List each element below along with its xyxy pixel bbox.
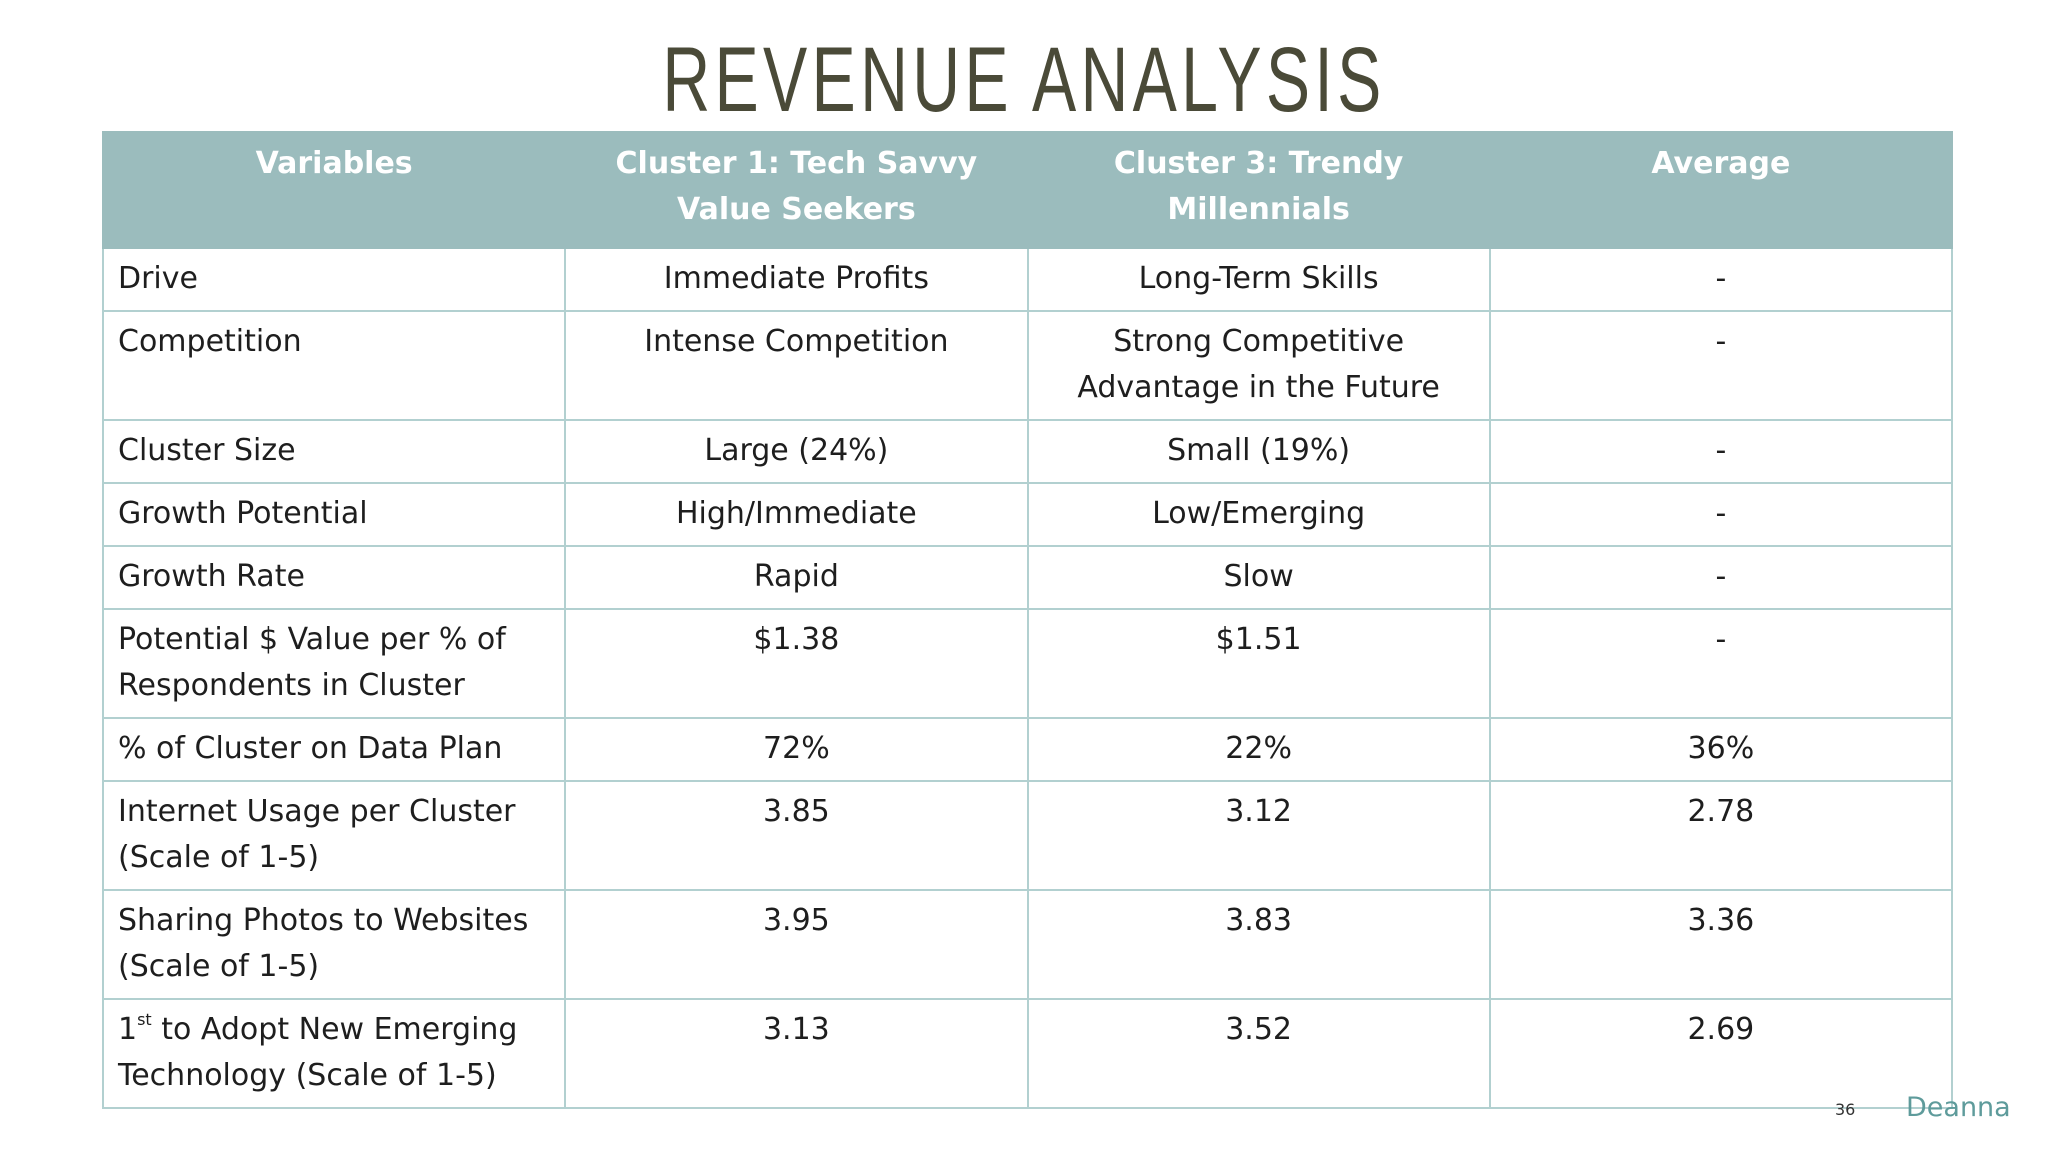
table-cell: Small (19%) — [1026, 419, 1491, 484]
table-row: Drive Immediate Profits Long-Term Skills - — [101, 247, 1954, 312]
header-row: Variables Cluster 1: Tech Savvy Value See… — [101, 131, 1954, 249]
header-cell: Cluster 1: Tech Savvy Value Seekers — [564, 131, 1029, 249]
table-row: Potential $ Value per % of Respondents i… — [101, 608, 1954, 719]
table-cell: - — [1488, 310, 1954, 421]
table-cell: High/Immediate — [564, 482, 1029, 547]
table-row: Competition Intense Competition Strong Com… — [101, 310, 1954, 421]
table-cell: $1.38 — [564, 608, 1029, 719]
table-cell: 2.69 — [1488, 998, 1954, 1109]
table-cell: Cluster Size — [101, 419, 567, 484]
table-cell: - — [1488, 482, 1954, 547]
table-cell: 72% — [564, 717, 1029, 782]
table-cell: Growth Rate — [101, 545, 567, 610]
header-cell: Average — [1488, 131, 1954, 249]
table-cell: Large (24%) — [564, 419, 1029, 484]
page-number: 36 — [1835, 1100, 1856, 1119]
cell-text: to Adopt New Emerging Technology (Scale … — [118, 1012, 518, 1093]
table-cell: % of Cluster on Data Plan — [101, 717, 567, 782]
table-row: Growth Potential High/Immediate Low/Emergi… — [101, 482, 1954, 547]
table-row: Sharing Photos to Websites (Scale of 1-5… — [101, 889, 1954, 1000]
table-cell: Competition — [101, 310, 567, 421]
table-cell: 3.52 — [1026, 998, 1491, 1109]
table-cell: Low/Emerging — [1026, 482, 1491, 547]
table-row: % of Cluster on Data Plan 72% 22% 36% — [101, 717, 1954, 782]
table-cell: Sharing Photos to Websites (Scale of 1-5… — [101, 889, 567, 1000]
table-cell: Growth Potential — [101, 482, 567, 547]
table-cell: - — [1488, 545, 1954, 610]
table-cell: 3.83 — [1026, 889, 1491, 1000]
table-row: Cluster Size Large (24%) Small (19%) - — [101, 419, 1954, 484]
table-cell: Potential $ Value per % of Respondents i… — [101, 608, 567, 719]
table-cell: Drive — [101, 247, 567, 312]
table-cell: 3.13 — [564, 998, 1029, 1109]
table-cell: Strong Competitive Advantage in the Futu… — [1026, 310, 1491, 421]
table-cell: 3.95 — [564, 889, 1029, 1000]
cell-text: 1 — [118, 1012, 138, 1047]
author: Deanna — [1906, 1092, 2011, 1123]
table-cell: $1.51 — [1026, 608, 1491, 719]
table-cell: 3.85 — [564, 780, 1029, 891]
slide-title: REVENUE ANALYSIS — [662, 29, 1386, 131]
header-cell: Cluster 3: Trendy Millennials — [1026, 131, 1491, 249]
table-cell: 3.36 — [1488, 889, 1954, 1000]
table-cell: Rapid — [564, 545, 1029, 610]
table-cell: - — [1488, 247, 1954, 312]
table-cell: Slow — [1026, 545, 1491, 610]
table-cell: 1st to Adopt New Emerging Technology (Sc… — [101, 998, 567, 1109]
table-cell: Intense Competition — [564, 310, 1029, 421]
table-cell: 22% — [1026, 717, 1491, 782]
table-cell: - — [1488, 419, 1954, 484]
header-cell: Variables — [101, 131, 567, 249]
table-row: Internet Usage per Cluster (Scale of 1-5… — [101, 780, 1954, 891]
revenue-table: Variables Cluster 1: Tech Savvy Value See… — [101, 131, 1954, 1109]
table-cell: 36% — [1488, 717, 1954, 782]
table-row: Growth Rate Rapid Slow - — [101, 545, 1954, 610]
table-row: 1st to Adopt New Emerging Technology (Sc… — [101, 998, 1954, 1109]
superscript: st — [137, 1010, 152, 1029]
table-cell: 3.12 — [1026, 780, 1491, 891]
table-cell: 2.78 — [1488, 780, 1954, 891]
table-cell: - — [1488, 608, 1954, 719]
table-cell: Long-Term Skills — [1026, 247, 1491, 312]
table-cell: Immediate Profits — [564, 247, 1029, 312]
table-cell: Internet Usage per Cluster (Scale of 1-5… — [101, 780, 567, 891]
